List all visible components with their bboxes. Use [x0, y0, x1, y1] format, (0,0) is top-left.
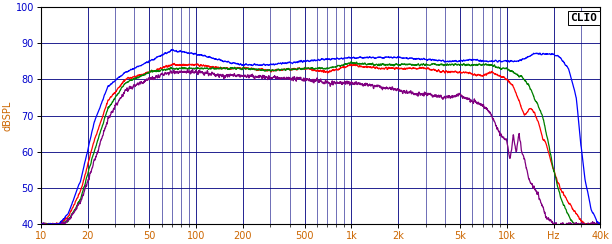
Text: CLIO: CLIO: [570, 13, 597, 23]
Y-axis label: dBSPL: dBSPL: [3, 100, 13, 131]
